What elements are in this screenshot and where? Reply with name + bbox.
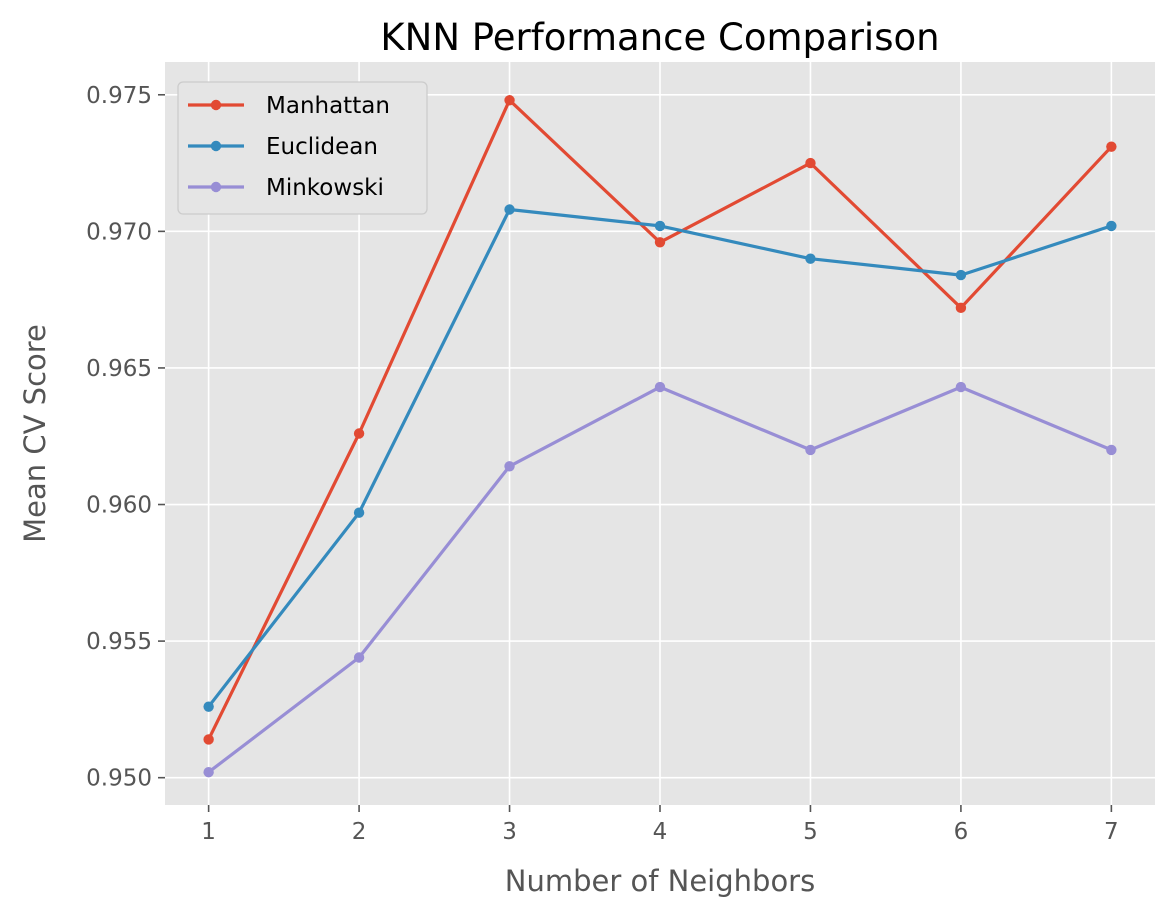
data-point-euclidean [654,220,666,232]
data-point-manhattan [203,734,214,745]
data-point-minkowski [203,767,214,778]
series-group [203,95,1117,778]
legend-item-euclidean: Euclidean [188,134,378,160]
x-tick-label: 3 [502,819,517,845]
data-point-manhattan [955,302,967,314]
chart-title: KNN Performance Comparison [380,16,939,59]
x-tick-label: 5 [803,819,818,845]
y-axis: 0.950 0.955 0.960 0.965 0.970 0.975 [86,83,165,792]
legend: Manhattan Euclidean Minkowski [177,81,428,215]
legend-item-minkowski: Minkowski [188,175,384,201]
x-tick-label: 7 [1104,819,1119,845]
x-tick-label: 2 [352,819,367,845]
legend-label: Euclidean [266,134,378,160]
series-manhattan [203,95,1117,745]
series-euclidean [203,204,1117,712]
legend-swatch-marker [210,140,222,152]
x-tick-label: 4 [653,819,668,845]
data-point-minkowski [805,444,816,456]
y-tick-label: 0.955 [86,629,152,655]
data-point-minkowski [654,381,666,393]
legend-box [177,81,428,215]
y-tick-label: 0.965 [86,356,152,382]
x-tick-label: 1 [201,819,216,845]
y-tick-label: 0.950 [86,766,152,792]
data-point-euclidean [805,253,816,264]
data-point-minkowski [353,652,365,663]
legend-label: Manhattan [266,93,390,119]
y-tick-label: 0.960 [86,493,152,519]
data-point-minkowski [504,461,515,472]
data-point-manhattan [654,237,666,248]
legend-swatch-marker [210,181,222,193]
y-axis-label: Mean CV Score [18,324,52,543]
data-point-manhattan [353,428,365,439]
data-point-euclidean [203,701,214,712]
legend-item-manhattan: Manhattan [188,93,390,119]
x-axis: 1 2 3 4 5 6 7 [201,805,1119,845]
data-point-minkowski [1106,444,1117,456]
data-point-euclidean [353,507,365,518]
data-point-euclidean [504,204,515,215]
data-point-manhattan [504,95,515,106]
legend-swatch-marker [210,99,222,111]
series-minkowski [203,381,1117,778]
data-point-manhattan [1106,141,1117,152]
x-tick-label: 6 [954,819,969,845]
data-point-minkowski [955,381,967,393]
data-point-manhattan [805,157,816,169]
legend-label: Minkowski [266,175,384,201]
y-tick-label: 0.975 [86,83,152,109]
y-tick-label: 0.970 [86,219,152,245]
data-point-euclidean [955,269,967,281]
x-axis-label: Number of Neighbors [505,864,815,898]
data-point-euclidean [1106,220,1117,232]
